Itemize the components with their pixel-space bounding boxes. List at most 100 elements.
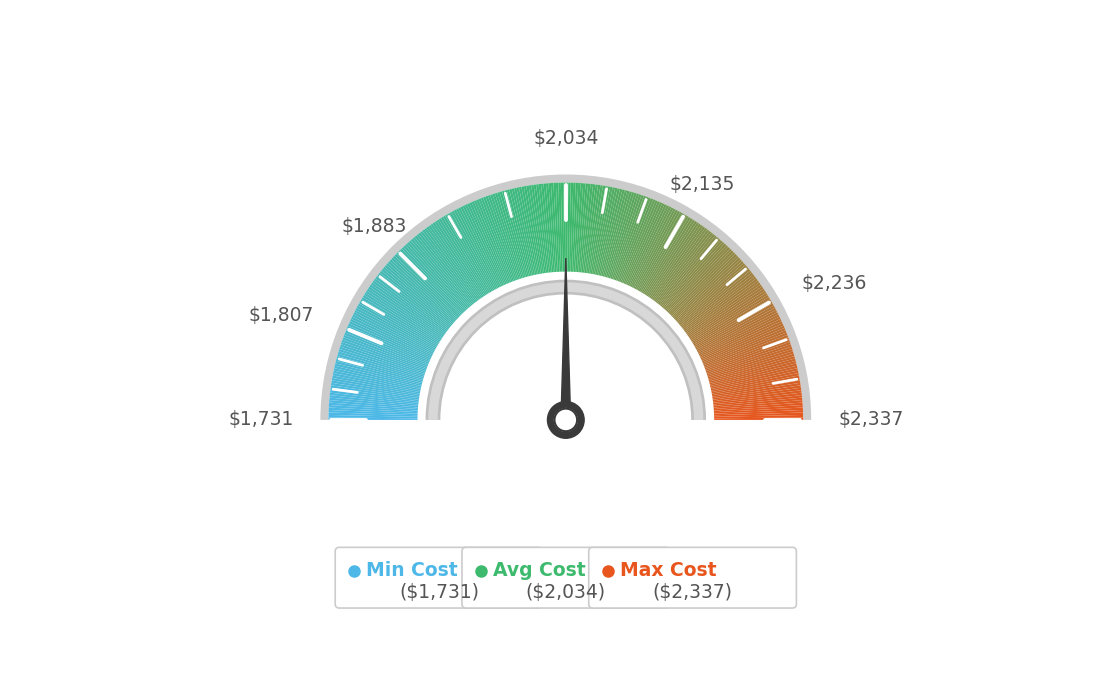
Wedge shape (474, 200, 510, 283)
Wedge shape (673, 257, 741, 319)
Wedge shape (363, 295, 439, 343)
Wedge shape (698, 310, 777, 353)
Wedge shape (679, 267, 749, 326)
Text: ($2,034): ($2,034) (526, 583, 606, 602)
Wedge shape (361, 297, 439, 344)
Wedge shape (656, 231, 711, 303)
Wedge shape (658, 234, 715, 305)
Text: $2,034: $2,034 (533, 128, 598, 148)
Wedge shape (574, 183, 581, 272)
Wedge shape (423, 229, 477, 302)
Wedge shape (497, 192, 524, 278)
Text: ($1,731): ($1,731) (399, 583, 479, 602)
Wedge shape (514, 188, 535, 275)
Wedge shape (698, 312, 778, 354)
Wedge shape (629, 205, 669, 286)
Wedge shape (386, 263, 455, 323)
Wedge shape (367, 288, 443, 339)
Wedge shape (650, 225, 703, 299)
Wedge shape (670, 250, 734, 315)
Wedge shape (660, 237, 719, 306)
Wedge shape (391, 257, 458, 319)
Wedge shape (590, 186, 605, 274)
Wedge shape (458, 207, 500, 288)
Wedge shape (425, 279, 707, 420)
Wedge shape (707, 346, 793, 375)
Wedge shape (635, 210, 678, 289)
Wedge shape (598, 188, 620, 275)
Wedge shape (584, 184, 598, 273)
Wedge shape (469, 202, 507, 284)
Wedge shape (440, 217, 489, 294)
Text: Max Cost: Max Cost (619, 562, 716, 580)
Wedge shape (668, 248, 732, 314)
Wedge shape (413, 237, 471, 306)
Wedge shape (603, 190, 627, 277)
Wedge shape (569, 183, 573, 272)
Wedge shape (713, 402, 803, 411)
Wedge shape (393, 256, 459, 318)
Wedge shape (400, 248, 464, 314)
Wedge shape (657, 233, 713, 304)
Wedge shape (713, 390, 802, 403)
Wedge shape (478, 198, 512, 282)
Circle shape (554, 408, 577, 431)
Wedge shape (604, 190, 629, 277)
FancyBboxPatch shape (336, 547, 543, 608)
Wedge shape (416, 234, 474, 305)
Wedge shape (714, 413, 803, 417)
Wedge shape (376, 275, 448, 331)
Wedge shape (449, 212, 495, 290)
Wedge shape (644, 218, 693, 295)
Wedge shape (607, 192, 635, 278)
Wedge shape (531, 185, 545, 273)
Wedge shape (701, 321, 783, 359)
Wedge shape (338, 351, 424, 379)
Wedge shape (476, 199, 511, 283)
Wedge shape (414, 235, 473, 306)
Wedge shape (365, 290, 442, 340)
Wedge shape (371, 282, 445, 335)
Wedge shape (596, 188, 617, 275)
Wedge shape (431, 224, 482, 298)
Wedge shape (563, 183, 566, 272)
Wedge shape (714, 410, 803, 415)
Wedge shape (692, 297, 771, 344)
Wedge shape (709, 359, 796, 383)
Wedge shape (424, 228, 479, 301)
Wedge shape (500, 191, 526, 277)
Wedge shape (611, 193, 639, 279)
Wedge shape (693, 299, 772, 346)
Wedge shape (381, 268, 452, 326)
Wedge shape (339, 349, 424, 377)
Wedge shape (591, 186, 608, 274)
Wedge shape (707, 344, 792, 374)
Wedge shape (631, 207, 673, 288)
Wedge shape (714, 415, 803, 418)
Wedge shape (330, 393, 418, 404)
Wedge shape (541, 184, 552, 273)
Wedge shape (351, 317, 433, 357)
Text: $1,731: $1,731 (229, 411, 294, 429)
Wedge shape (368, 286, 443, 338)
Wedge shape (505, 190, 529, 277)
Wedge shape (710, 361, 796, 384)
Wedge shape (333, 371, 421, 391)
Wedge shape (684, 277, 756, 331)
Wedge shape (578, 184, 588, 273)
Wedge shape (486, 196, 517, 280)
Wedge shape (608, 193, 637, 278)
Wedge shape (680, 268, 751, 326)
Wedge shape (336, 359, 423, 383)
Wedge shape (502, 190, 528, 277)
Wedge shape (320, 175, 811, 420)
Wedge shape (713, 400, 803, 409)
Wedge shape (713, 395, 803, 406)
Wedge shape (507, 190, 530, 276)
Wedge shape (712, 378, 799, 395)
Wedge shape (337, 354, 423, 380)
Wedge shape (711, 375, 799, 394)
Wedge shape (567, 183, 571, 272)
Wedge shape (617, 197, 651, 282)
Wedge shape (587, 185, 603, 273)
